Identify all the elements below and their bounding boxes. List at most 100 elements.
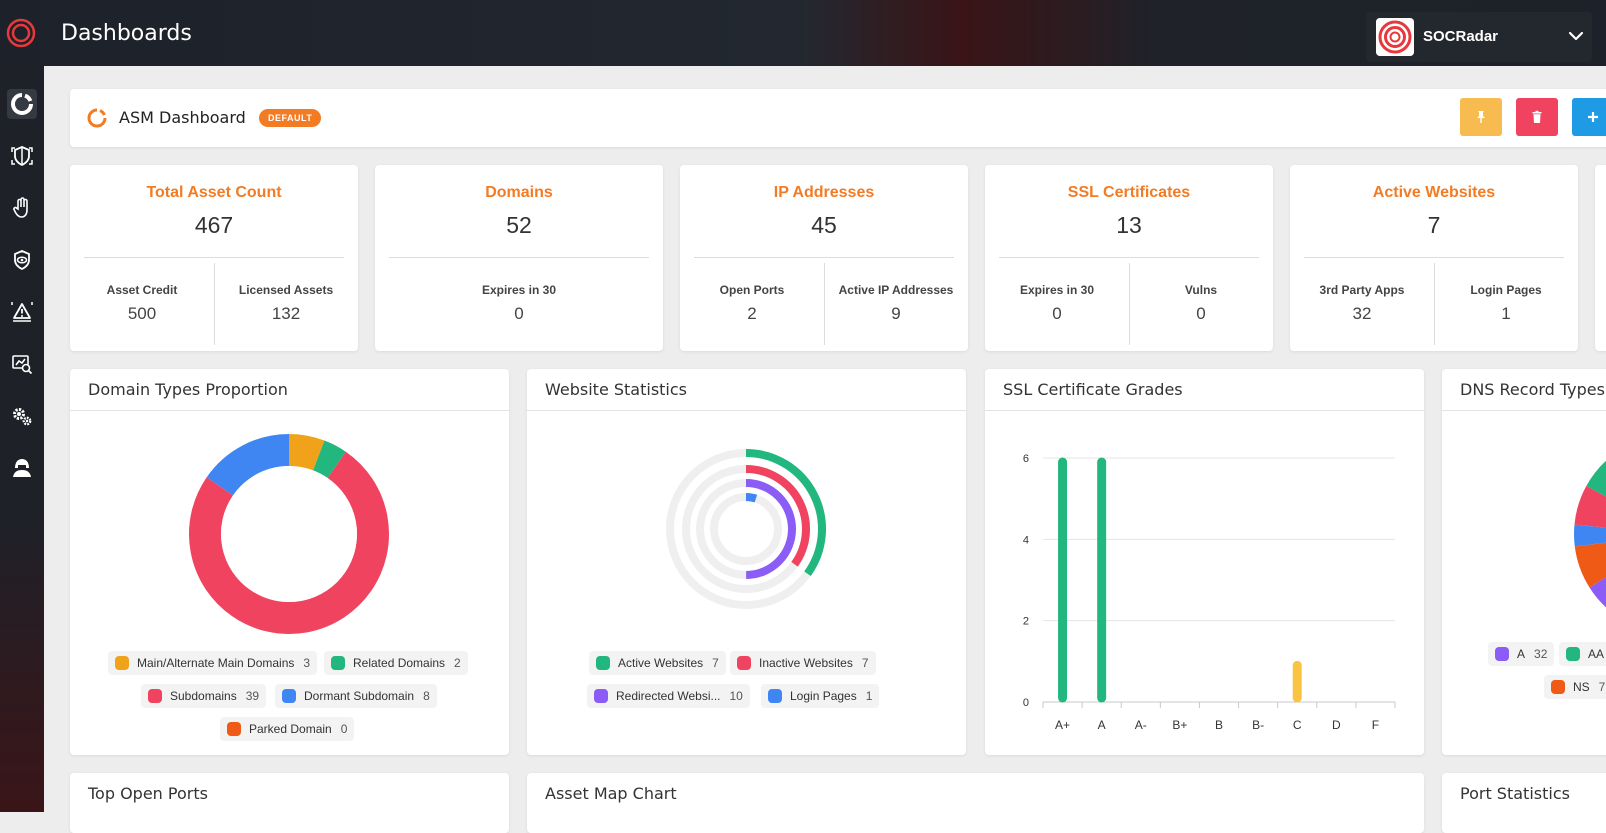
donut-slice[interactable] [1574,485,1606,529]
card-vdivider [1129,263,1130,345]
radial-bar[interactable] [745,449,826,577]
legend-item[interactable]: Subdomains 39 [141,684,267,708]
y-tick-label: 2 [1023,616,1029,628]
panel-title: Asset Map Chart [545,784,677,803]
active-websites-card[interactable]: Active Websites 7 3rd Party Apps 32 Logi… [1290,165,1578,351]
add-button[interactable] [1572,98,1606,136]
sub-label: Expires in 30 [1019,283,1095,297]
sidebar-item-alarms[interactable] [7,297,37,327]
radial-track [710,493,782,565]
donut-slice[interactable] [1589,577,1606,608]
dns-records-panel: DNS Record Types A 32 AA NS 7 [1442,369,1606,755]
legend-item[interactable]: Active Websites 7 [589,651,726,675]
x-tick-label: A- [1135,718,1147,732]
donut-slice[interactable] [1586,461,1606,497]
card-divider [1304,257,1564,258]
legend-item[interactable]: Redirected Websi... 10 [587,684,750,708]
dashboard-header: ASM Dashboard DEFAULT [70,89,1606,147]
panel-divider [527,410,966,411]
sub-label: 3rd Party Apps [1319,283,1405,297]
sidebar-item-protection[interactable] [7,141,37,171]
ssl-certificates-card[interactable]: SSL Certificates 13 Expires in 30 0 Vuln… [985,165,1273,351]
card-divider [694,257,954,258]
donut-slice[interactable] [1574,524,1606,547]
legend-item[interactable]: Dormant Subdomain 8 [275,684,437,708]
card-value: 52 [506,212,532,238]
sub-label: Licensed Assets [238,283,334,297]
legend-item[interactable]: Inactive Websites 7 [730,651,876,675]
domains-card[interactable]: Domains 52 Expires in 30 0 [375,165,663,351]
card-title: SSL Certificates [1067,184,1191,201]
ssl-grades-panel: SSL Certificate Grades 0 2 4 6 A+ A A- B+ B B- C D F [985,369,1424,755]
sidebar-item-takedown[interactable] [7,193,37,223]
legend-item[interactable]: Parked Domain 0 [220,717,355,741]
radial-bar[interactable] [745,479,797,579]
donut-slice[interactable] [1574,541,1606,588]
sub-value: 2 [747,304,757,323]
sidebar [0,66,44,812]
active-ip-stat: Active IP Addresses 9 [824,283,968,324]
legend-label: Main/Alternate Main Domains [137,656,295,670]
socradar-logo-icon[interactable] [6,18,36,48]
sidebar-item-threat-actors[interactable] [7,453,37,483]
chevron-down-icon[interactable] [1566,26,1586,46]
sub-label: Asset Credit [106,283,178,297]
legend-swatch [227,722,241,736]
domain-donut-chart [189,434,389,634]
sidebar-item-analytics[interactable] [7,349,37,379]
ssl-bar-chart: 0 2 4 6 A+ A A- B+ B B- C D F [1023,453,1396,732]
legend-count: 39 [245,689,260,703]
legend-swatch [737,656,751,670]
sub-label: Vulns [1184,283,1218,297]
legend-item[interactable]: Related Domains 2 [324,651,468,675]
radial-bar[interactable] [745,465,810,567]
donut-slice[interactable] [206,434,290,496]
sub-label: Login Pages [1470,283,1542,297]
card-divider [389,257,649,258]
donut-slice[interactable] [288,434,325,471]
sidebar-item-settings[interactable] [7,401,37,431]
donut-slice[interactable] [312,440,346,479]
legend-count: 1 [865,689,873,703]
legend-item[interactable]: A 32 [1488,642,1555,666]
legend-swatch [331,656,345,670]
card-value: 467 [194,212,234,238]
login-pages-stat: Login Pages 1 [1434,283,1578,324]
legend-item[interactable]: Login Pages 1 [761,684,880,708]
delete-button[interactable] [1516,98,1558,136]
sub-value: 132 [271,304,301,323]
sub-value: 0 [1052,304,1062,323]
y-tick-label: 0 [1023,697,1029,709]
panel-divider [1442,410,1606,411]
org-name: SOCRadar [1423,28,1499,45]
card-value: 7 [1427,212,1441,238]
trash-icon [1532,110,1542,123]
legend-label: A [1517,647,1526,661]
legend-label: Redirected Websi... [616,689,721,703]
legend-item[interactable]: Main/Alternate Main Domains 3 [108,651,318,675]
alert-icon [11,302,33,322]
sidebar-item-monitoring[interactable] [7,245,37,275]
legend-label: Login Pages [790,689,857,703]
panel-title: Website Statistics [545,380,688,399]
x-tick-label: F [1372,718,1379,732]
card-divider [84,257,344,258]
sub-label: Expires in 30 [481,283,557,297]
legend-label: Dormant Subdomain [304,689,415,703]
ip-addresses-card[interactable]: IP Addresses 45 Open Ports 2 Active IP A… [680,165,968,351]
total-asset-count-card[interactable]: Total Asset Count 467 Asset Credit 500 L… [70,165,358,351]
legend-count: 7 [861,656,869,670]
sidebar-item-dashboard[interactable] [7,89,37,119]
legend-item[interactable]: NS 7 [1544,675,1606,699]
radial-bar[interactable] [745,493,758,503]
website-radial-chart [666,449,826,609]
org-logo-icon [1376,18,1414,56]
org-switcher[interactable]: SOCRadar [1366,12,1592,62]
legend-item[interactable]: AA [1559,642,1606,666]
donut-slice[interactable] [189,451,389,634]
analytics-icon [12,355,33,375]
legend-swatch [1551,680,1565,694]
legend-count: 7 [712,656,719,670]
legend-swatch [282,689,296,703]
pin-button[interactable] [1460,98,1502,136]
